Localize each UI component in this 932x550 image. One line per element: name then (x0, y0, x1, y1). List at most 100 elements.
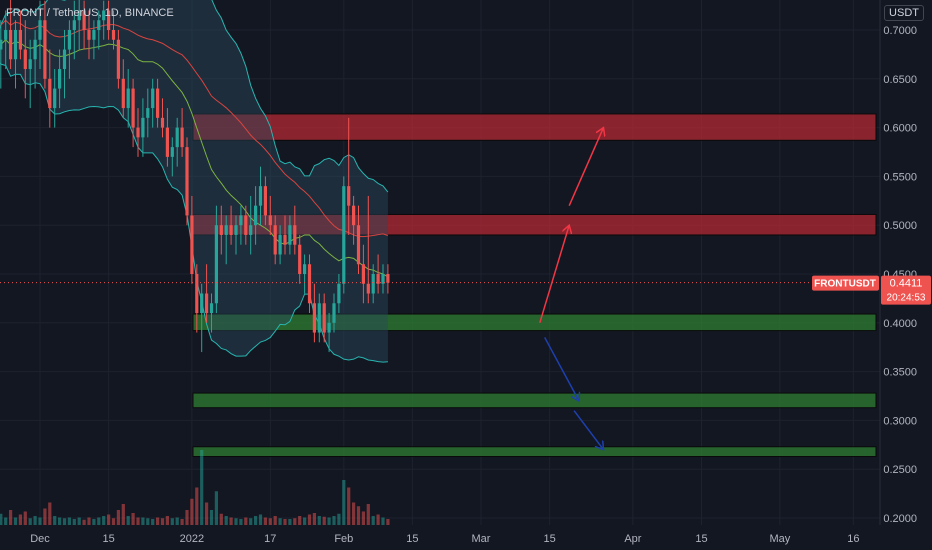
candle-body (239, 215, 243, 226)
x-tick-label: 16 (847, 533, 859, 545)
volume-bar (347, 487, 351, 525)
volume-bar (97, 517, 101, 525)
candle-body (23, 49, 27, 70)
volume-bar (278, 518, 282, 525)
volume-bar (116, 510, 120, 525)
candle-body (33, 39, 37, 60)
volume-bar (234, 518, 238, 525)
x-tick-label: 15 (543, 533, 555, 545)
volume-bar (170, 518, 174, 525)
volume-bar (303, 517, 307, 525)
volume-bar (175, 517, 179, 525)
candle-body (156, 88, 160, 118)
symbol-price-tag-bg (812, 275, 879, 291)
candle-body (190, 215, 194, 274)
candle-body (170, 147, 174, 157)
time-axis-panel (0, 525, 932, 550)
candle-body (13, 30, 18, 60)
volume-bar (283, 519, 287, 525)
candle-body (229, 225, 233, 235)
volume-bar (200, 450, 204, 525)
candle-body (298, 244, 302, 274)
last-price-label: 0.4411 (890, 278, 923, 290)
currency-label[interactable]: USDT (884, 5, 924, 21)
support-zone (192, 392, 877, 409)
candle-body (371, 274, 375, 294)
volume-bar (23, 511, 27, 525)
candle-body (136, 127, 140, 138)
bollinger-band-fill (0, 0, 388, 363)
candle-body (249, 225, 253, 235)
candle-body (254, 205, 258, 226)
volume-bar (13, 517, 18, 525)
volume-bar (224, 516, 228, 525)
volume-bar (165, 516, 169, 525)
volume-bar (273, 516, 277, 525)
volume-bar (38, 517, 42, 525)
moving-average-green (0, 39, 389, 278)
symbol-header[interactable]: FRONT / TetherUS, 1D, BINANCE (6, 7, 174, 19)
candle-body (224, 225, 228, 235)
volume-bar (87, 517, 91, 525)
candle-body (263, 186, 267, 216)
y-tick-label: 0.6500 (883, 74, 917, 86)
x-tick-label: 17 (264, 533, 276, 545)
candle-body (322, 303, 326, 333)
candle-body (175, 127, 179, 148)
volume-bar (72, 519, 76, 525)
volume-bar (102, 516, 106, 525)
volume-bar (342, 480, 346, 525)
volume-bar (28, 518, 32, 525)
volume-bar (298, 516, 302, 525)
volume-bar (190, 498, 194, 525)
candle-body (77, 10, 81, 21)
candle-body (366, 283, 370, 294)
candle-body (219, 225, 223, 235)
red-projection-arrow (539, 225, 569, 324)
candle-body (0, 39, 3, 50)
volume-bar (322, 516, 326, 525)
countdown-label: 20:24:53 (887, 293, 926, 304)
volume-bar (4, 517, 8, 525)
candle-body (317, 303, 321, 333)
candle-body (121, 78, 125, 109)
volume-bar (366, 504, 370, 525)
candle-body (307, 264, 312, 304)
volume-bar (136, 517, 140, 525)
volume-bar (77, 517, 81, 525)
candle-body (116, 39, 120, 79)
candle-body (332, 303, 336, 323)
candle-body (102, 10, 106, 21)
candle-body (234, 225, 238, 235)
volume-bar (58, 517, 62, 525)
volume-bar (263, 517, 267, 525)
y-tick-label: 0.2500 (883, 464, 917, 476)
volume-bar (92, 519, 96, 525)
candle-body (200, 293, 204, 314)
y-tick-label: 0.4000 (883, 318, 917, 330)
volume-bar (18, 514, 22, 525)
price-axis-panel (880, 0, 932, 550)
volume-bar (9, 510, 13, 525)
y-tick-label: 0.3000 (883, 415, 917, 427)
volume-bar (337, 513, 341, 525)
candle-body (327, 322, 331, 333)
x-tick-label: 15 (102, 533, 114, 545)
candle-body (160, 117, 165, 128)
candle-body (141, 117, 145, 138)
volume-bar (219, 513, 223, 525)
candle-body (82, 10, 86, 30)
x-tick-label: 15 (406, 533, 418, 545)
volume-bar (126, 516, 130, 525)
x-tick-label: Apr (624, 533, 641, 545)
volume-bar (43, 508, 47, 525)
candle-body (48, 78, 52, 109)
y-tick-label: 0.5500 (883, 171, 917, 183)
candle-body (43, 20, 47, 79)
red-projection-arrow (568, 128, 603, 206)
candle-body (268, 215, 272, 226)
candle-body (288, 225, 292, 245)
candle-body (303, 264, 307, 274)
